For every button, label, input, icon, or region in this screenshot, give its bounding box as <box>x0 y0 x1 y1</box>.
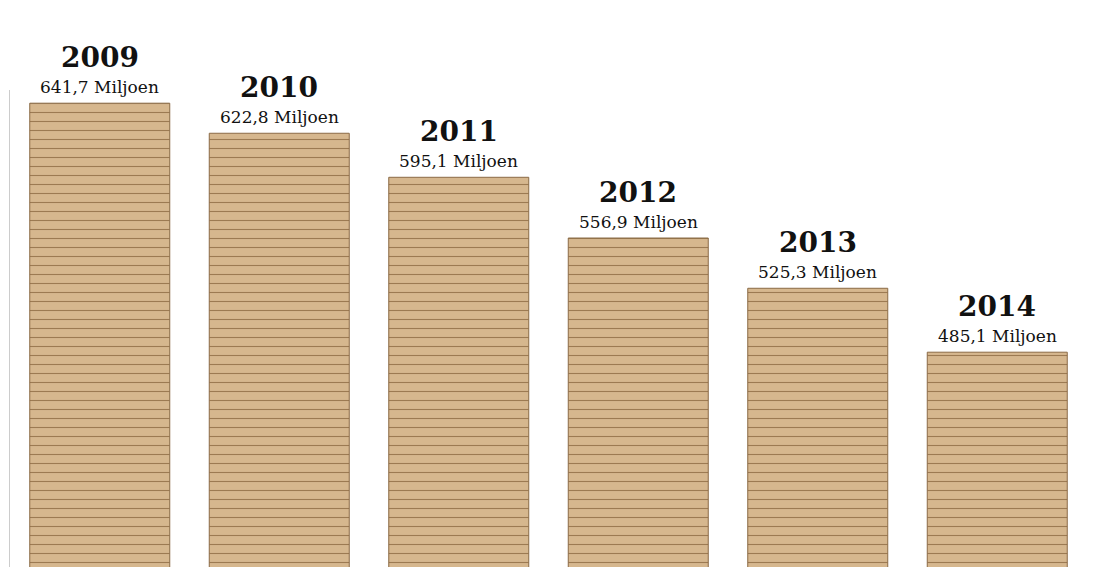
svg-text:2010: 2010 <box>240 71 318 104</box>
svg-text:2012: 2012 <box>599 176 677 209</box>
svg-text:2009: 2009 <box>61 41 139 74</box>
svg-text:525,3 Miljoen: 525,3 Miljoen <box>758 262 877 282</box>
svg-text:2011: 2011 <box>420 115 498 148</box>
svg-text:595,1 Miljoen: 595,1 Miljoen <box>399 151 518 171</box>
svg-text:2014: 2014 <box>958 290 1036 323</box>
svg-text:2013: 2013 <box>779 226 857 259</box>
svg-text:485,1 Miljoen: 485,1 Miljoen <box>938 326 1057 346</box>
svg-text:556,9 Miljoen: 556,9 Miljoen <box>579 212 698 232</box>
svg-text:622,8 Miljoen: 622,8 Miljoen <box>220 107 339 127</box>
svg-text:641,7 Miljoen: 641,7 Miljoen <box>40 77 159 97</box>
